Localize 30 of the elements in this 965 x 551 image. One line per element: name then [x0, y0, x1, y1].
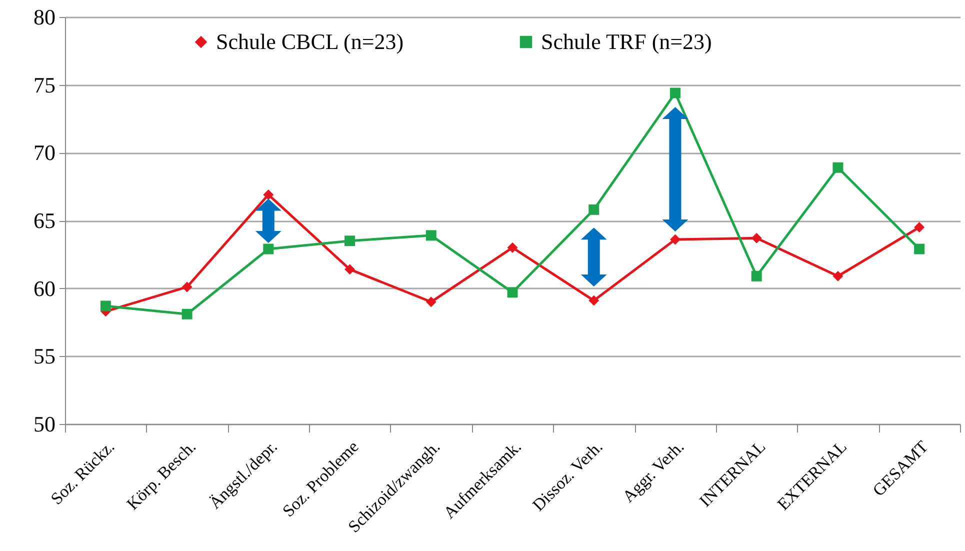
- point: [832, 270, 844, 282]
- point: [182, 308, 192, 320]
- point: [670, 88, 680, 98]
- point: [426, 230, 436, 241]
- y-tick-label: 55: [34, 344, 56, 369]
- point: [344, 264, 356, 275]
- y-tick-label: 65: [34, 208, 56, 233]
- point: [344, 236, 356, 246]
- y-tick-label: 60: [34, 276, 56, 301]
- point: [507, 287, 518, 298]
- point: [507, 242, 518, 253]
- point: [751, 270, 762, 282]
- y-tick-label: 80: [34, 4, 56, 30]
- y-tick-label: 70: [34, 140, 56, 166]
- point: [751, 232, 762, 244]
- point: [670, 234, 680, 245]
- point: [426, 296, 436, 308]
- point: [588, 295, 600, 306]
- point: [100, 300, 111, 312]
- legend-label: Schule TRF (n=23): [541, 29, 712, 54]
- point: [832, 162, 844, 173]
- y-tick-label: 75: [34, 72, 56, 98]
- legend-label: Schule CBCL (n=23): [216, 29, 404, 54]
- point: [914, 222, 925, 233]
- point: [182, 282, 192, 292]
- point: [588, 204, 600, 215]
- point: [914, 244, 925, 254]
- point: [263, 244, 274, 254]
- point: [263, 189, 274, 200]
- y-tick-label: 50: [34, 412, 56, 436]
